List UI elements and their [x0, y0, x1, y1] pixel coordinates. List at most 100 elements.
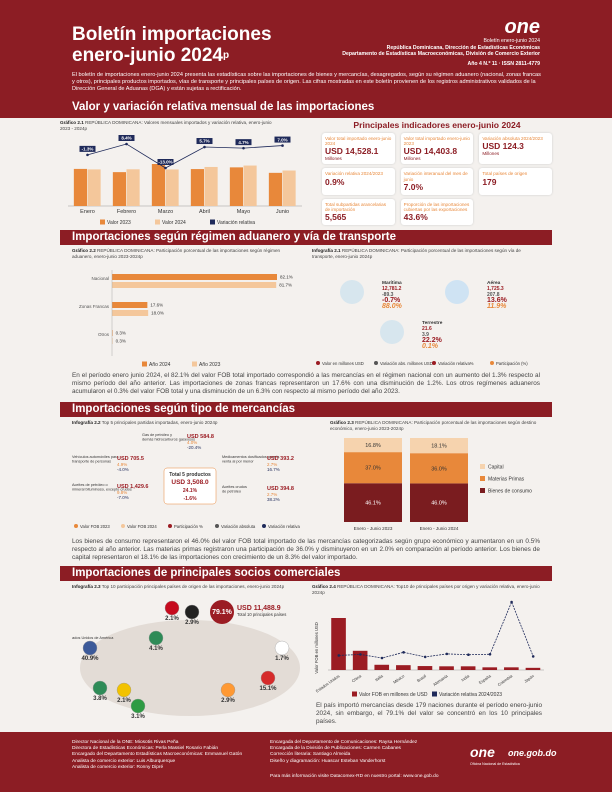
bar: [112, 310, 149, 316]
legend-dot: [215, 524, 219, 528]
indicator-label: Variación relativa 2024/2023: [325, 171, 383, 177]
transport-icon: [445, 280, 469, 304]
org: República Dominicana, Dirección de Estad…: [386, 44, 540, 51]
label-box: [196, 138, 213, 145]
total-share: 24.1%: [183, 488, 198, 494]
legend-swatch: [432, 691, 437, 697]
country-share: 2.1%: [165, 616, 179, 622]
indicator-value-text: 5,565: [325, 212, 347, 223]
y-tick-label: Zonas Francas: [79, 304, 110, 309]
y-tick-label: Otros: [98, 332, 110, 337]
x-tick-label: Enero - Junio 2023: [354, 526, 393, 531]
legend-label: Valor 2023: [107, 220, 131, 226]
indicator-value: USD 14,403.8: [404, 146, 471, 156]
indicator-value: 179: [482, 177, 549, 187]
caption-text: REPÚBLICA DOMINICANA: Top10 de principal…: [312, 584, 540, 595]
country-share: 15.1%: [259, 686, 277, 692]
legend-label: Variación relativa 2024/2023: [439, 692, 502, 698]
legend-dot: [74, 524, 78, 528]
variation-point: [242, 146, 245, 150]
bar: [482, 667, 498, 670]
indicator-label: Total subpartidas arancelarias de import…: [325, 201, 387, 213]
legend-swatch: [480, 488, 485, 493]
legend-dot: [316, 361, 320, 365]
product-value: USD 584.8: [187, 434, 214, 440]
value-label: 18.0%: [151, 311, 164, 316]
product-name-line: de petróleo: [222, 490, 241, 494]
legend-swatch: [142, 361, 147, 367]
caption-label: Gráfico 2.3: [330, 420, 354, 425]
bar: [352, 650, 368, 670]
variation-point: [423, 655, 427, 659]
title: Boletín importaciones enero-junio 2024p: [72, 24, 272, 66]
indicator-label: Variación absoluta 2024/2023: [482, 136, 543, 141]
paragraph: En el período enero junio 2024, el 82.1%…: [72, 372, 540, 395]
x-tick-label: India: [460, 673, 471, 683]
caption-text: REPÚBLICA DOMINICANA: Participación porc…: [312, 248, 521, 259]
indicator-label: Proporción de las importaciones cubierta…: [403, 201, 470, 213]
bar: [112, 274, 277, 280]
flag: [92, 680, 108, 696]
section-title: Importaciones de principales socios come…: [60, 566, 552, 581]
product-share: 4.9%: [117, 462, 127, 467]
segment-label: 16.8%: [365, 443, 381, 449]
section-title: Importaciones según régimen aduanero y v…: [60, 230, 552, 245]
indicator-label: Variación interanual del mes de junio: [403, 171, 468, 182]
total-badge: [210, 600, 234, 624]
more-info: Para más información visite Datacomex-RD…: [270, 774, 439, 779]
variation-point: [125, 142, 128, 146]
footer: [0, 732, 612, 792]
legend-label: Variación relativa: [268, 524, 300, 529]
x-tick-label: China: [351, 673, 363, 684]
variation-label: 4.7%: [238, 140, 248, 145]
mode-value: 21.6: [422, 326, 432, 332]
stack-segment: [344, 483, 402, 522]
legend-label: Valor FOB 2023: [80, 524, 110, 529]
title-line-2-text: enero-junio 2024: [72, 45, 223, 66]
indicator-value-text: 43.6%: [403, 212, 428, 223]
variation-line: [338, 600, 534, 659]
bar: [229, 167, 243, 206]
caption: Infografía 2.2 Top 5 principales partida…: [72, 420, 302, 426]
product-rel: -20.4%: [187, 445, 201, 450]
mode-abs: 3.9: [422, 332, 429, 338]
product-share: 2.7%: [267, 492, 277, 497]
x-tick-label: Colombia: [497, 673, 514, 687]
variation-point: [164, 166, 167, 170]
mode-share: 0.1%: [422, 343, 439, 350]
mode-share: 88.0%: [382, 303, 403, 310]
legend-swatch: [100, 219, 105, 225]
title-sup: p: [223, 50, 230, 61]
mode-share: 11.9%: [487, 303, 507, 310]
credit: Director Nacional de la ONE: Miosotis Ri…: [72, 740, 179, 745]
variation-point: [510, 600, 513, 604]
bar: [374, 664, 390, 670]
indicator-unit: Millones: [482, 151, 500, 157]
country-share: 2.9%: [185, 620, 199, 626]
flag: [184, 604, 200, 620]
legend-label: Año 2023: [199, 362, 221, 368]
x-tick-label: Enero - Junio 2024: [420, 526, 459, 531]
variation-point: [86, 153, 89, 157]
infographic-2-2: Gas de petróleo y demás hidrocarburos gas…: [72, 433, 300, 529]
country-share: 3.8%: [93, 696, 107, 702]
indicator: Proporción de las importaciones cubierta…: [400, 198, 474, 226]
bar: [73, 168, 87, 206]
section-title: Importaciones según tipo de mercancías: [60, 402, 552, 417]
legend-swatch: [210, 219, 215, 225]
product-name: Vehículos automóviles para transporte de …: [72, 455, 119, 464]
caption: Gráfico 2.1 REPÚBLICA DOMINICANA: Valore…: [60, 120, 280, 131]
bar: [112, 302, 148, 308]
paragraph: Los bienes de consumo representaron el 4…: [72, 538, 540, 561]
variation-point: [402, 651, 405, 654]
caption-label: Infografía 2.1: [312, 248, 341, 253]
indicator-unit: Millones: [403, 156, 421, 162]
mode-rel: -0.7%: [382, 297, 401, 304]
variation-label: 8.4%: [121, 136, 131, 141]
indicator-value: 43.6%: [404, 212, 471, 222]
legend-dot: [490, 361, 494, 365]
product-value: USD 393.2: [267, 456, 294, 462]
